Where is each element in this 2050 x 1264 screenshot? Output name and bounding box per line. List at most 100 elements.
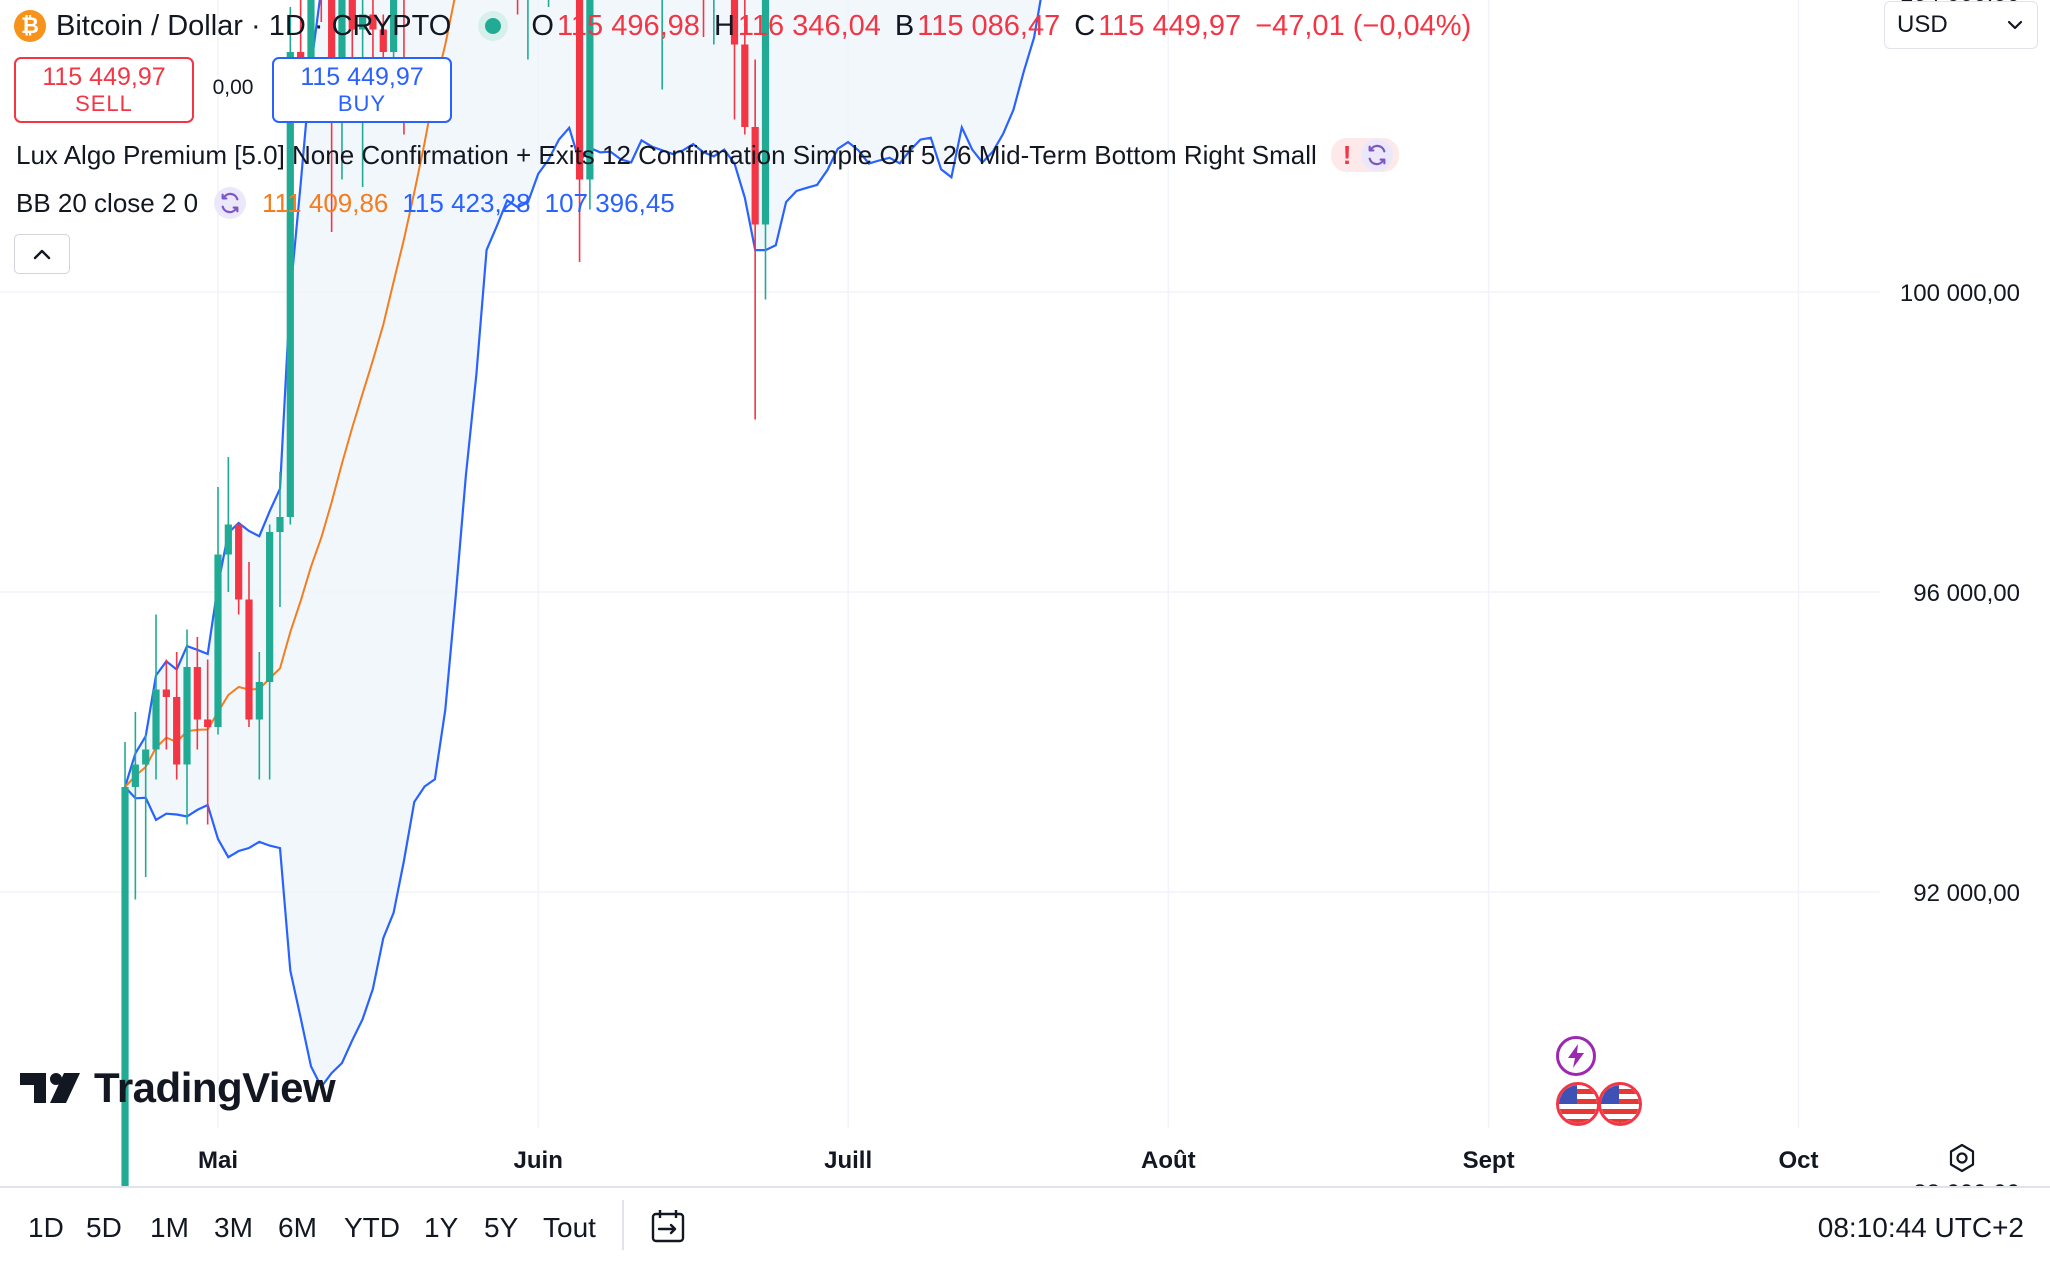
candle-body <box>761 0 770 225</box>
lux-algo-label: Lux Algo Premium [5.0] None Confirmation… <box>16 139 1317 170</box>
period-all[interactable]: Tout <box>543 1212 596 1243</box>
candle-body <box>348 0 356 30</box>
x-tick-label: Oct <box>1778 1147 1818 1174</box>
settings-icon[interactable] <box>1946 1142 1978 1179</box>
candle <box>741 0 749 135</box>
candle-body <box>214 554 222 727</box>
candle-body <box>173 697 181 765</box>
candle <box>173 652 181 780</box>
candle-body <box>307 0 315 75</box>
bottom-toolbar: 1D 5D 1M 3M 6M YTD 1Y 5Y Tout 08:10:44 U… <box>0 1186 2050 1264</box>
reload-icon[interactable] <box>1361 139 1394 171</box>
x-tick-label: Sept <box>1463 1147 1515 1174</box>
close-value: 115 449,97 <box>1098 9 1242 42</box>
candle-body <box>162 689 170 697</box>
live-dot-icon <box>485 18 502 34</box>
period-1d[interactable]: 1D <box>28 1212 64 1243</box>
period-ytd[interactable]: YTD <box>344 1212 400 1243</box>
candle <box>328 0 336 232</box>
bitcoin-icon: ₿ <box>14 10 46 42</box>
indicator-lux-algo[interactable]: Lux Algo Premium [5.0] None Confirmation… <box>16 138 1400 172</box>
period-3m[interactable]: 3M <box>214 1212 253 1243</box>
candle <box>162 659 170 750</box>
candle-body <box>152 689 160 750</box>
candle <box>751 59 759 420</box>
chevron-down-icon <box>2007 20 2023 30</box>
candle <box>142 734 150 877</box>
open-label: O <box>531 9 554 42</box>
us-flag-icon[interactable] <box>1598 1082 1642 1126</box>
bb-lower-value: 107 396,45 <box>544 187 675 218</box>
bb-lower-line <box>124 0 1042 1089</box>
candle-body <box>142 749 150 765</box>
calendar-range-icon[interactable] <box>648 1206 688 1251</box>
sell-button[interactable]: 115 449,97 SELL <box>14 57 194 123</box>
candle <box>527 0 529 60</box>
candle-body <box>245 599 253 720</box>
candle <box>183 629 191 825</box>
close-label: C <box>1074 9 1096 42</box>
low-value: 115 086,47 <box>917 9 1061 42</box>
candle <box>193 637 201 750</box>
candle-body <box>751 127 759 225</box>
candle-body <box>276 517 284 532</box>
buy-label: BUY <box>337 91 387 116</box>
buy-price: 115 449,97 <box>300 63 424 91</box>
candle <box>586 0 594 210</box>
high-value: 116 346,04 <box>737 9 881 42</box>
bb-upper-value: 115 423,28 <box>402 187 531 218</box>
logo-text: TradingView <box>94 1064 336 1111</box>
bb-band-fill <box>125 0 1041 1087</box>
buy-button[interactable]: 115 449,97 BUY <box>272 57 452 123</box>
period-1m[interactable]: 1M <box>150 1212 189 1243</box>
bb-label: BB 20 close 2 0 <box>16 187 199 218</box>
us-flag-icon[interactable] <box>1556 1082 1600 1126</box>
indicator-alert[interactable]: ! <box>1330 138 1400 172</box>
candle-body <box>266 532 274 682</box>
candle-body <box>235 524 243 600</box>
y-tick-label: 92 000,00 <box>1913 880 2020 907</box>
candle-body <box>193 667 201 720</box>
period-1y[interactable]: 1Y <box>424 1212 459 1243</box>
symbol-header[interactable]: ₿ Bitcoin / Dollar · 1D · CRYPTO O 115 49… <box>14 6 1471 46</box>
candle <box>390 0 398 60</box>
high-label: H <box>713 9 735 42</box>
chevron-up-icon <box>33 249 51 260</box>
candle <box>224 457 232 592</box>
candle <box>245 562 253 727</box>
candle-body <box>224 524 232 555</box>
candle <box>575 0 584 262</box>
sell-price: 115 449,97 <box>42 63 166 91</box>
x-tick-label: Mai <box>198 1147 238 1174</box>
tradingview-logo-icon <box>20 1073 80 1103</box>
tradingview-logo[interactable]: TradingView <box>20 1064 336 1112</box>
candle <box>730 0 739 120</box>
candle <box>713 0 715 45</box>
period-6m[interactable]: 6M <box>278 1212 317 1243</box>
y-tick-label: 100 000,00 <box>1900 280 2020 307</box>
lightning-icon[interactable] <box>1556 1036 1596 1076</box>
candle-body <box>338 0 346 82</box>
period-5y[interactable]: 5Y <box>484 1212 519 1243</box>
sell-label: SELL <box>75 91 133 116</box>
indicator-bollinger[interactable]: BB 20 close 2 0 111 409,86 115 423,28 10… <box>16 187 675 219</box>
candle-body <box>204 719 212 727</box>
candle <box>320 0 323 22</box>
low-label: B <box>894 9 915 42</box>
candle <box>255 652 263 780</box>
clock-display[interactable]: 08:10:44 UTC+2 <box>1817 1212 2024 1243</box>
candle-body <box>328 0 336 82</box>
candle <box>276 472 284 607</box>
y-tick-label: 96 000,00 <box>1913 580 2020 607</box>
candle-body <box>183 667 191 765</box>
x-tick-label: Août <box>1141 1147 1196 1174</box>
bb-basis-value: 111 409,86 <box>262 187 389 218</box>
currency-value: USD <box>1897 11 1948 38</box>
collapse-legend-button[interactable] <box>14 234 70 274</box>
currency-select[interactable]: USD <box>1884 1 2038 49</box>
reload-icon[interactable] <box>214 187 247 219</box>
symbol-title[interactable]: Bitcoin / Dollar · 1D · CRYPTO <box>56 9 452 42</box>
period-5d[interactable]: 5D <box>86 1212 122 1243</box>
x-tick-label: Juin <box>514 1147 563 1174</box>
